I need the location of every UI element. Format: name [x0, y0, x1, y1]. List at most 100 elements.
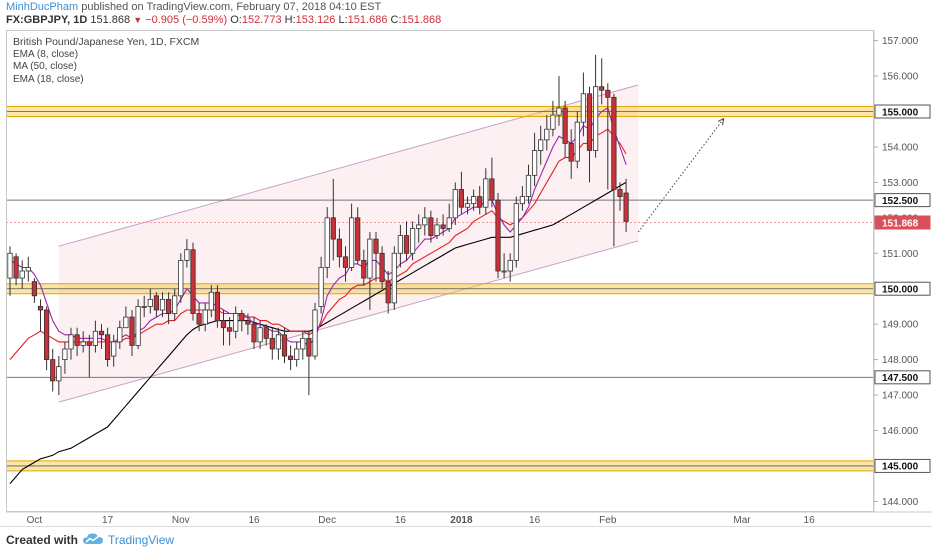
- candle: [550, 100, 556, 137]
- candle: [330, 178, 336, 261]
- x-tick-label: 17: [102, 515, 114, 526]
- candle: [92, 320, 98, 353]
- y-tick-label: 144.000: [882, 497, 919, 508]
- candle: [483, 168, 489, 215]
- candle-body: [226, 327, 233, 332]
- candle: [214, 285, 220, 328]
- candle-body: [86, 341, 92, 346]
- y-tick-label: 146.000: [882, 426, 919, 437]
- candle: [379, 246, 385, 289]
- candle-body: [434, 224, 440, 236]
- candle-body: [324, 217, 330, 268]
- channel-lower-line: [58, 240, 639, 403]
- candle: [355, 207, 361, 264]
- candle-body: [74, 334, 80, 346]
- author-link[interactable]: MinhDucPham: [6, 1, 79, 13]
- candle-body: [355, 217, 361, 261]
- level-price-badge: [874, 104, 931, 119]
- legend-item-ema18[interactable]: EMA (18, close): [13, 73, 84, 85]
- candle-body: [367, 238, 373, 279]
- y-tick-label: 153.000: [882, 178, 919, 189]
- chart-header: MinhDucPham published on TradingView.com…: [0, 0, 932, 28]
- candle-body: [373, 238, 379, 254]
- candle: [532, 132, 538, 186]
- candle-body: [37, 306, 44, 311]
- candle-body: [31, 281, 38, 297]
- candlestick-chart[interactable]: Oct 17 Nov 16 Dec 16 2018 16 Feb Mar 16 144.000 146.…: [0, 0, 932, 526]
- candle-body: [239, 313, 245, 322]
- low-label: L:: [338, 14, 348, 26]
- candle-body: [507, 259, 513, 272]
- chart-legend: British Pound/Japanese Yen, 1D, FXCM EMA…: [13, 36, 199, 86]
- candle-body: [135, 306, 141, 346]
- candle: [294, 341, 300, 367]
- candle: [98, 324, 105, 349]
- candle: [568, 129, 574, 179]
- candle: [208, 285, 214, 318]
- legend-item-ma50[interactable]: MA (50, close): [13, 61, 77, 72]
- candle: [544, 115, 550, 151]
- level-price-badge-label: 155.000: [882, 107, 919, 118]
- candle-body: [141, 306, 147, 308]
- candle-body: [330, 217, 336, 240]
- candle-body: [489, 178, 495, 201]
- published-text: published on TradingView.com, February 0…: [81, 1, 382, 13]
- candle: [111, 334, 117, 367]
- candle-body: [19, 270, 25, 279]
- x-tick-label: 16: [529, 515, 541, 526]
- x-tick-label: Nov: [172, 515, 190, 526]
- candle-body: [56, 366, 62, 382]
- candle-body: [196, 313, 202, 325]
- candle: [251, 317, 257, 349]
- candle: [446, 203, 452, 233]
- candle-body: [452, 189, 458, 219]
- candle-body: [562, 107, 568, 144]
- candle-body: [416, 224, 422, 229]
- candle: [117, 320, 123, 349]
- candle: [68, 327, 74, 360]
- candle-body: [178, 259, 184, 297]
- candle-body: [190, 249, 196, 314]
- candle-body: [568, 143, 574, 162]
- candle: [440, 214, 446, 236]
- candle-body: [593, 86, 599, 151]
- candle: [19, 260, 25, 289]
- candle-body: [525, 174, 532, 197]
- candle: [464, 196, 471, 215]
- candle: [513, 196, 519, 268]
- candle-body: [68, 334, 74, 350]
- candle-body: [153, 295, 159, 311]
- legend-item-ema8[interactable]: EMA (8, close): [13, 48, 79, 60]
- candle: [25, 256, 31, 282]
- open-value: 152.773: [241, 14, 282, 26]
- candle: [202, 302, 208, 332]
- candle-body: [348, 217, 355, 268]
- candle-body: [300, 337, 306, 350]
- level-price-badge: [874, 281, 931, 296]
- candle-body: [605, 89, 611, 98]
- candle: [312, 302, 318, 360]
- candle-body: [623, 192, 629, 222]
- candle-body: [62, 348, 68, 361]
- candle-body: [80, 341, 86, 346]
- candle-body: [263, 327, 269, 339]
- candle-body: [306, 337, 312, 357]
- candle-body: [202, 309, 208, 325]
- candle-body: [269, 337, 275, 350]
- last-price-badge: [874, 215, 931, 230]
- tradingview-brand-link[interactable]: TradingView: [108, 533, 175, 547]
- y-tick-label: 151.000: [882, 249, 919, 260]
- candle-body: [385, 281, 391, 304]
- publish-info: MinhDucPham published on TradingView.com…: [6, 1, 381, 13]
- candle-body: [617, 189, 623, 197]
- candle: [62, 341, 68, 374]
- candle-body: [287, 355, 294, 361]
- candle: [13, 253, 19, 286]
- candle: [507, 253, 513, 282]
- candle: [190, 242, 196, 321]
- candle: [172, 288, 178, 321]
- candle: [56, 356, 62, 396]
- candle: [263, 324, 269, 346]
- candle: [501, 253, 507, 279]
- candle: [434, 217, 440, 240]
